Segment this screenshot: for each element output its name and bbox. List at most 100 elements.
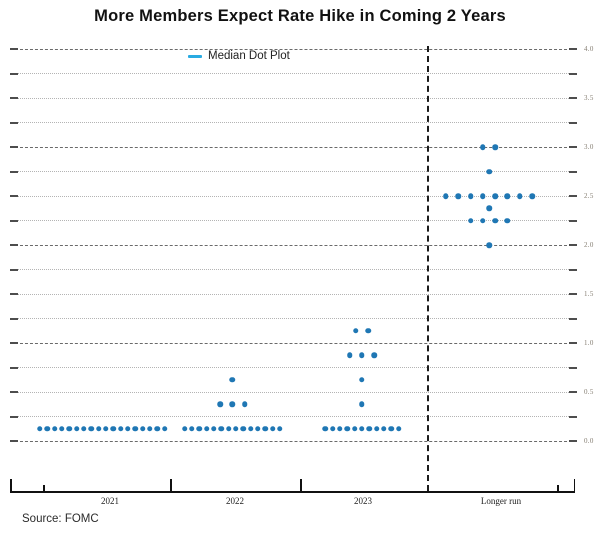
gridline-cap <box>10 170 18 173</box>
rate-projection-dot <box>225 426 232 432</box>
rate-projection-dot <box>229 377 236 383</box>
chart-title: More Members Expect Rate Hike in Coming … <box>94 7 506 25</box>
gridline-cap <box>569 268 577 271</box>
y-tick-label: 1.0 <box>584 339 594 347</box>
gridline <box>10 440 577 442</box>
rate-projection-dot <box>486 205 492 211</box>
gridline <box>10 97 577 99</box>
x-category-label: 2022 <box>226 496 244 506</box>
gridline-cap <box>569 415 577 418</box>
gridline-cap <box>569 244 577 246</box>
rate-projection-dot <box>269 426 276 432</box>
gridline <box>10 195 577 197</box>
rate-projection-dot <box>381 426 387 432</box>
rate-projection-dot <box>110 426 117 432</box>
rate-projection-dot <box>353 328 359 334</box>
rate-projection-dot <box>218 426 225 432</box>
rate-projection-dot <box>139 426 146 432</box>
x-axis-line <box>10 491 575 493</box>
y-tick-label: 4.0 <box>584 45 594 53</box>
rate-projection-dot <box>359 377 365 383</box>
rate-projection-dot <box>517 193 523 199</box>
rate-projection-dot <box>233 426 239 432</box>
gridline-cap <box>10 48 18 50</box>
rate-projection-dot <box>125 426 131 432</box>
rate-projection-dot <box>229 401 236 407</box>
rate-projection-dot <box>73 426 80 432</box>
gridline <box>10 318 577 319</box>
rate-projection-dot <box>154 426 161 432</box>
rate-projection-dot <box>529 193 535 199</box>
rate-projection-dot <box>247 426 254 432</box>
source-note: Source: FOMC <box>22 513 99 525</box>
rate-projection-dot <box>189 426 195 432</box>
x-axis-minor-tick <box>557 485 559 492</box>
rate-projection-dot <box>467 193 474 199</box>
rate-projection-dot <box>37 426 43 432</box>
rate-projection-dot <box>351 426 358 432</box>
rate-projection-dot <box>337 426 343 432</box>
rate-projection-dot <box>240 426 247 432</box>
gridline-cap <box>10 293 18 295</box>
gridline <box>10 416 577 417</box>
rate-projection-dot <box>365 328 371 334</box>
gridline-cap <box>10 121 18 124</box>
legend: Median Dot Plot <box>188 50 290 62</box>
rate-projection-dot <box>486 168 492 175</box>
rate-projection-dot <box>95 426 102 432</box>
gridline-cap <box>569 317 577 320</box>
gridline <box>10 122 577 123</box>
rate-projection-dot <box>492 144 498 150</box>
gridline-cap <box>10 146 18 148</box>
y-tick-label: 2.0 <box>584 241 594 249</box>
gridline-cap <box>569 146 577 148</box>
rate-projection-dot <box>203 426 210 432</box>
rate-projection-dot <box>504 193 511 199</box>
rate-projection-dot <box>241 401 248 407</box>
gridline <box>10 171 577 172</box>
gridline-cap <box>10 415 18 418</box>
x-axis-tick <box>300 479 302 492</box>
gridline-cap <box>10 244 18 246</box>
gridline-cap <box>10 342 18 344</box>
gridline <box>10 367 577 368</box>
rate-projection-dot <box>395 426 402 432</box>
rate-projection-dot <box>262 426 269 432</box>
gridline-cap <box>10 97 18 99</box>
rate-projection-dot <box>255 426 261 432</box>
gridline <box>10 391 577 393</box>
x-axis-tick <box>10 479 12 492</box>
gridline-cap <box>569 170 577 173</box>
rate-projection-dot <box>217 401 223 407</box>
gridline-cap <box>10 391 18 393</box>
x-axis-tick <box>170 479 172 492</box>
y-tick-label: 3.0 <box>584 143 594 151</box>
rate-projection-dot <box>147 426 153 432</box>
x-axis-minor-tick <box>43 485 45 492</box>
longer-run-separator-line <box>427 46 429 491</box>
gridline <box>10 244 577 246</box>
x-category-label: Longer run <box>480 496 522 506</box>
x-axis-tick <box>573 479 576 492</box>
gridline <box>10 220 577 221</box>
rate-projection-dot <box>132 426 139 432</box>
gridline-cap <box>569 48 577 50</box>
rate-projection-dot <box>480 193 486 199</box>
rate-projection-dot <box>44 426 51 432</box>
rate-projection-dot <box>443 193 449 199</box>
gridline-cap <box>569 72 577 75</box>
rate-projection-dot <box>66 426 73 432</box>
gridline <box>10 146 577 148</box>
rate-projection-dot <box>211 426 217 432</box>
y-tick-label: 1.5 <box>584 290 594 298</box>
rate-projection-dot <box>359 426 365 432</box>
rate-projection-dot <box>504 217 511 224</box>
gridline-cap <box>10 317 18 320</box>
gridline <box>10 293 577 295</box>
rate-projection-dot <box>455 193 461 199</box>
rate-projection-dot <box>371 352 377 358</box>
rate-projection-dot <box>492 217 498 224</box>
rate-projection-dot <box>196 426 203 432</box>
gridline-cap <box>10 440 18 442</box>
